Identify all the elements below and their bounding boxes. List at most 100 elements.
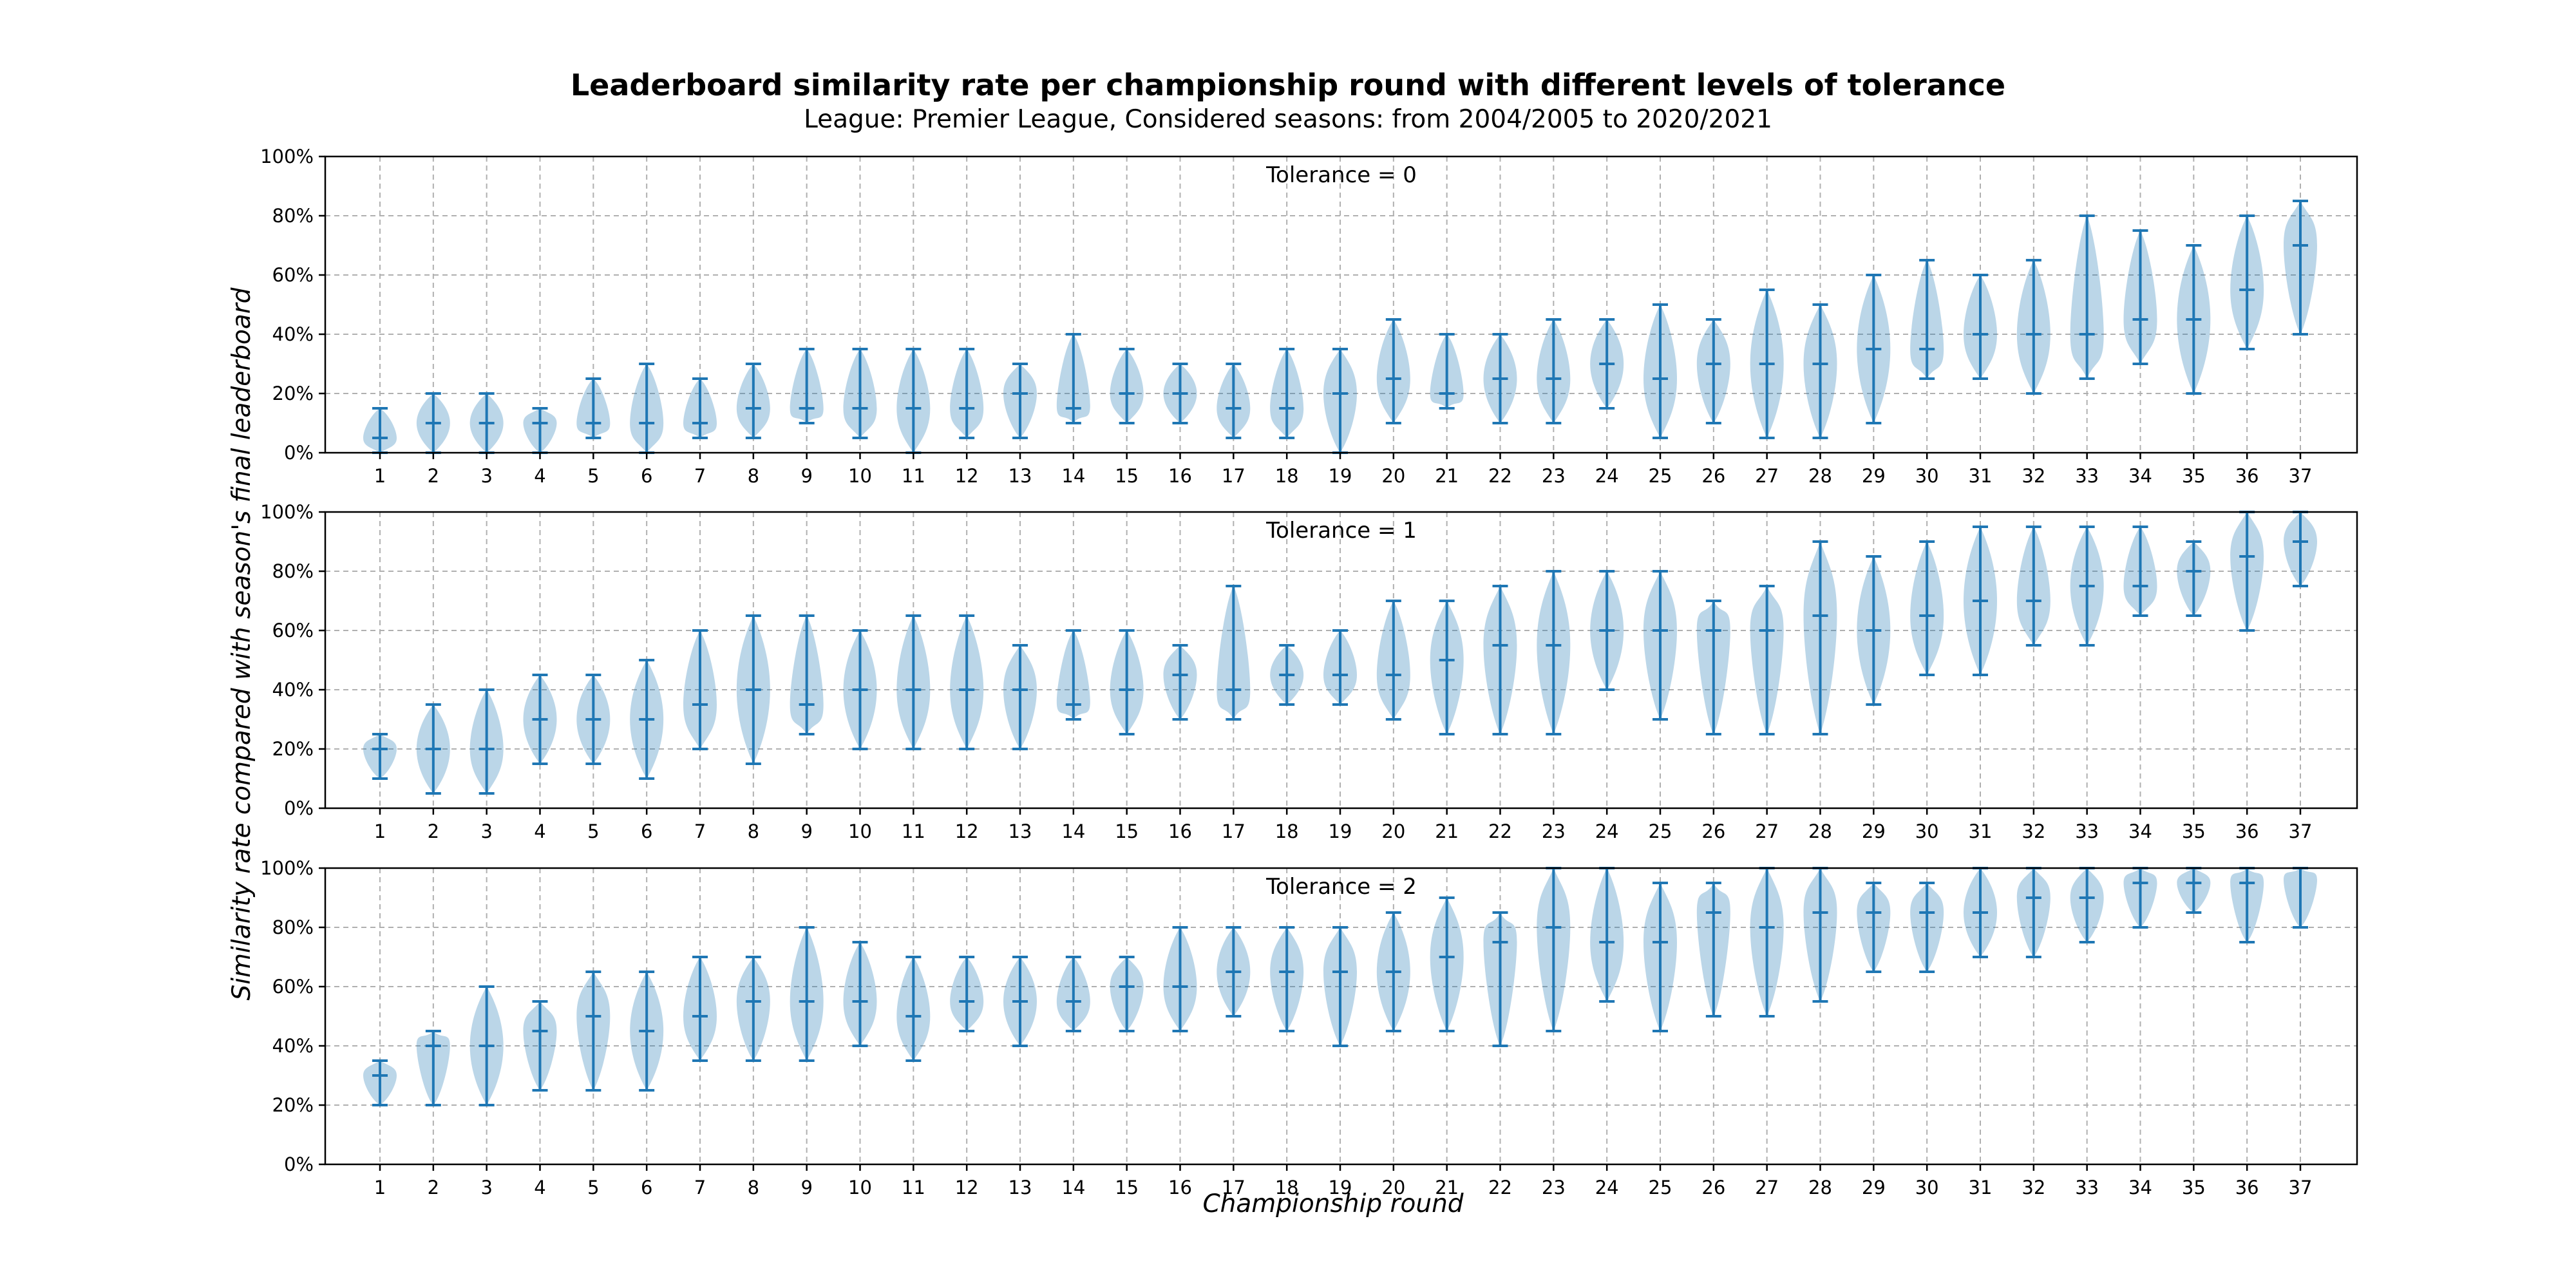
x-tick-label: 19 (1329, 1177, 1352, 1198)
x-tick-label: 15 (1115, 820, 1139, 842)
panel-title: Tolerance = 2 (1265, 874, 1417, 900)
x-tick-label: 24 (1595, 820, 1619, 842)
y-tick-label: 100% (260, 501, 314, 523)
x-tick-label: 29 (1862, 820, 1886, 842)
x-tick-label: 37 (2289, 820, 2313, 842)
x-tick-label: 18 (1275, 1177, 1299, 1198)
x-tick-label: 5 (587, 820, 599, 842)
x-tick-label: 2 (428, 1177, 439, 1198)
x-tick-label: 3 (480, 1177, 492, 1198)
panel-tolerance-2: 0%20%40%60%80%100%1 2 3 4 5 6 7 8 9 10 11 12 13 14 15 1… (260, 857, 2358, 1198)
y-tick-label: 80% (272, 560, 314, 582)
x-tick-label: 2 (428, 820, 439, 842)
y-tick-label: 20% (272, 1094, 314, 1116)
x-tick-label: 15 (1115, 1177, 1139, 1198)
chart-title: Leaderboard similarity rate per champion… (571, 68, 2005, 102)
y-tick-label: 60% (272, 976, 314, 998)
x-tick-label: 29 (1862, 1177, 1886, 1198)
x-tick-label: 23 (1542, 820, 1566, 842)
x-tick-label: 27 (1755, 820, 1779, 842)
panel-title: Tolerance = 1 (1265, 518, 1417, 544)
x-tick-label: 17 (1222, 465, 1245, 487)
x-tick-label: 36 (2235, 465, 2259, 487)
x-tick-label: 5 (587, 465, 599, 487)
x-tick-label: 6 (641, 1177, 652, 1198)
x-tick-label: 7 (694, 820, 706, 842)
x-tick-label: 4 (534, 820, 545, 842)
x-tick-label: 16 (1168, 465, 1192, 487)
panel-title: Tolerance = 0 (1265, 162, 1417, 188)
x-tick-label: 27 (1755, 465, 1779, 487)
x-tick-label: 13 (1009, 465, 1032, 487)
x-tick-label: 12 (955, 820, 979, 842)
y-tick-label: 80% (272, 205, 314, 227)
x-tick-label: 21 (1435, 820, 1459, 842)
x-tick-label: 21 (1435, 1177, 1459, 1198)
y-tick-label: 0% (284, 1153, 314, 1175)
x-tick-label: 24 (1595, 465, 1619, 487)
panel-frame (324, 155, 2358, 454)
x-tick-label: 32 (2022, 820, 2045, 842)
y-axis-label: Similarity rate compared with season's f… (227, 287, 256, 1000)
x-tick-label: 36 (2235, 820, 2259, 842)
x-tick-label: 3 (480, 820, 492, 842)
y-tick-label: 60% (272, 620, 314, 641)
x-tick-label: 37 (2289, 1177, 2313, 1198)
x-tick-label: 25 (1649, 1177, 1672, 1198)
x-tick-label: 28 (1808, 820, 1832, 842)
x-tick-label: 7 (694, 1177, 706, 1198)
x-tick-label: 6 (641, 465, 652, 487)
chart-panels: 0%20%40%60%80%100%1 2 3 4 5 6 7 8 9 10 11 12 13 14 15 1… (260, 146, 2358, 1198)
x-tick-label: 34 (2128, 820, 2152, 842)
x-tick-label: 34 (2128, 1177, 2152, 1198)
x-tick-label: 33 (2075, 820, 2099, 842)
x-tick-label: 22 (1488, 465, 1512, 487)
x-tick-label: 26 (1701, 1177, 1725, 1198)
x-tick-label: 20 (1381, 465, 1405, 487)
x-tick-label: 19 (1329, 820, 1352, 842)
panel-tolerance-0: 0%20%40%60%80%100%1 2 3 4 5 6 7 8 9 10 11 12 13 14 15 1… (260, 146, 2358, 487)
x-tick-label: 4 (534, 1177, 545, 1198)
y-tick-label: 40% (272, 679, 314, 701)
x-tick-label: 30 (1915, 465, 1939, 487)
x-tick-label: 31 (1969, 465, 1993, 487)
x-tick-label: 17 (1222, 1177, 1245, 1198)
y-tick-label: 0% (284, 442, 314, 464)
x-tick-label: 8 (748, 465, 759, 487)
chart-subtitle: League: Premier League, Considered seaso… (804, 105, 1772, 134)
x-tick-label: 37 (2289, 465, 2313, 487)
x-tick-label: 8 (748, 820, 759, 842)
x-tick-label: 18 (1275, 820, 1299, 842)
x-tick-label: 25 (1649, 465, 1672, 487)
x-tick-label: 1 (374, 820, 386, 842)
x-tick-label: 19 (1329, 465, 1352, 487)
x-tick-label: 1 (374, 1177, 386, 1198)
x-tick-label: 13 (1009, 1177, 1032, 1198)
x-tick-label: 11 (902, 465, 925, 487)
x-tick-label: 9 (800, 465, 812, 487)
x-tick-label: 36 (2235, 1177, 2259, 1198)
x-tick-label: 10 (848, 1177, 872, 1198)
x-tick-label: 5 (587, 1177, 599, 1198)
x-tick-label: 25 (1649, 820, 1672, 842)
x-tick-label: 11 (902, 1177, 925, 1198)
x-tick-label: 27 (1755, 1177, 1779, 1198)
x-tick-label: 29 (1862, 465, 1886, 487)
x-tick-label: 33 (2075, 465, 2099, 487)
x-tick-label: 9 (800, 1177, 812, 1198)
y-tick-label: 60% (272, 264, 314, 286)
x-axis-label: Championship round (1202, 1189, 1463, 1218)
x-tick-label: 13 (1009, 820, 1032, 842)
x-tick-label: 32 (2022, 1177, 2045, 1198)
x-tick-label: 31 (1969, 820, 1993, 842)
x-tick-label: 30 (1915, 1177, 1939, 1198)
x-tick-label: 12 (955, 465, 979, 487)
x-tick-label: 28 (1808, 1177, 1832, 1198)
y-tick-label: 80% (272, 916, 314, 938)
x-tick-label: 18 (1275, 465, 1299, 487)
x-tick-label: 33 (2075, 1177, 2099, 1198)
x-tick-label: 14 (1061, 1177, 1085, 1198)
x-tick-label: 14 (1061, 465, 1085, 487)
y-tick-label: 40% (272, 323, 314, 345)
x-tick-label: 22 (1488, 820, 1512, 842)
